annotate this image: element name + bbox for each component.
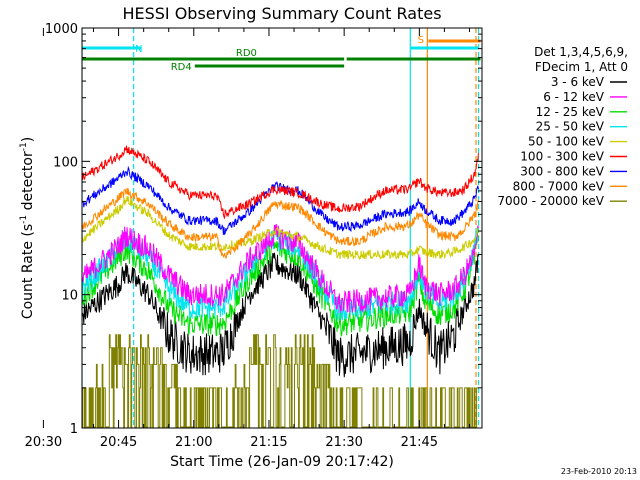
axes: 1 10 100 1000 20:30 20:45 21:00 21:15 21:30 21:45 (25, 22, 482, 450)
legend-label-3-6-kev: 3 - 6 keV (551, 75, 605, 89)
legend-header-detectors: Det 1,3,4,5,6,9, (534, 45, 628, 59)
legend: Det 1,3,4,5,6,9, FDecim 1, Att 0 3 - 6 k… (497, 45, 628, 208)
legend-header-decimation: FDecim 1, Att 0 (535, 60, 628, 74)
status-bar-label-n: N (135, 44, 142, 55)
x-tick-label: 21:45 (401, 435, 438, 450)
legend-label-50-100-kev: 50 - 100 keV (528, 135, 605, 149)
plot-frame (81, 27, 483, 429)
series-line-25-50-kev (82, 224, 479, 321)
series-line-50-100-kev (82, 195, 479, 261)
series-line-7000-20000-kev (82, 334, 479, 428)
y-axis-label-mid: detector (20, 151, 36, 215)
status-bar-label-s: S (418, 35, 424, 46)
legend-label-25-50-kev: 25 - 50 keV (536, 120, 605, 134)
series-line-300-800-kev (82, 165, 479, 235)
plot-area: N S RD0 RD4 (82, 28, 481, 428)
y-tick-label: 10 (61, 289, 78, 304)
y-axis-label: Count Rate (s-1 detector-1) (19, 137, 36, 319)
y-axis-label-end: ) (20, 137, 36, 142)
status-bar-label-rd4: RD4 (171, 62, 192, 73)
series-line-800-7000-kev (82, 187, 479, 259)
x-tick-label: 21:30 (325, 435, 362, 450)
legend-label-800-7000-kev: 800 - 7000 keV (513, 179, 605, 193)
x-tick-label: 21:00 (175, 435, 212, 450)
y-axis-label-sup1: -1 (19, 215, 29, 224)
series-line-6-12-kev (82, 223, 479, 314)
chart-title: HESSI Observing Summary Count Rates (122, 4, 441, 23)
footer-timestamp: 23-Feb-2010 20:13 (561, 467, 637, 476)
x-axis-label: Start Time (26-Jan-09 20:17:42) (170, 454, 394, 470)
x-tick-label: 20:45 (100, 435, 137, 450)
y-tick-label: 100 (53, 155, 78, 170)
y-axis-label-sup2: -1 (19, 142, 29, 151)
y-axis-label-main: Count Rate (s (20, 224, 36, 319)
legend-label-6-12-kev: 6 - 12 keV (543, 90, 605, 104)
legend-label-100-300-kev: 100 - 300 keV (520, 150, 604, 164)
series-line-100-300-kev (82, 145, 479, 220)
legend-label-300-800-kev: 300 - 800 keV (520, 164, 604, 178)
series-line-3-6-kev (82, 252, 479, 378)
y-tick-label: 1000 (45, 22, 78, 37)
x-tick-label: 20:30 (25, 435, 62, 450)
x-tick-label: 21:15 (250, 435, 287, 450)
legend-label-7000-20000-kev: 7000 - 20000 keV (497, 194, 604, 208)
legend-label-12-25-kev: 12 - 25 keV (536, 105, 605, 119)
status-bar-label-rd0: RD0 (236, 48, 257, 59)
y-tick-label: 1 (70, 422, 78, 437)
